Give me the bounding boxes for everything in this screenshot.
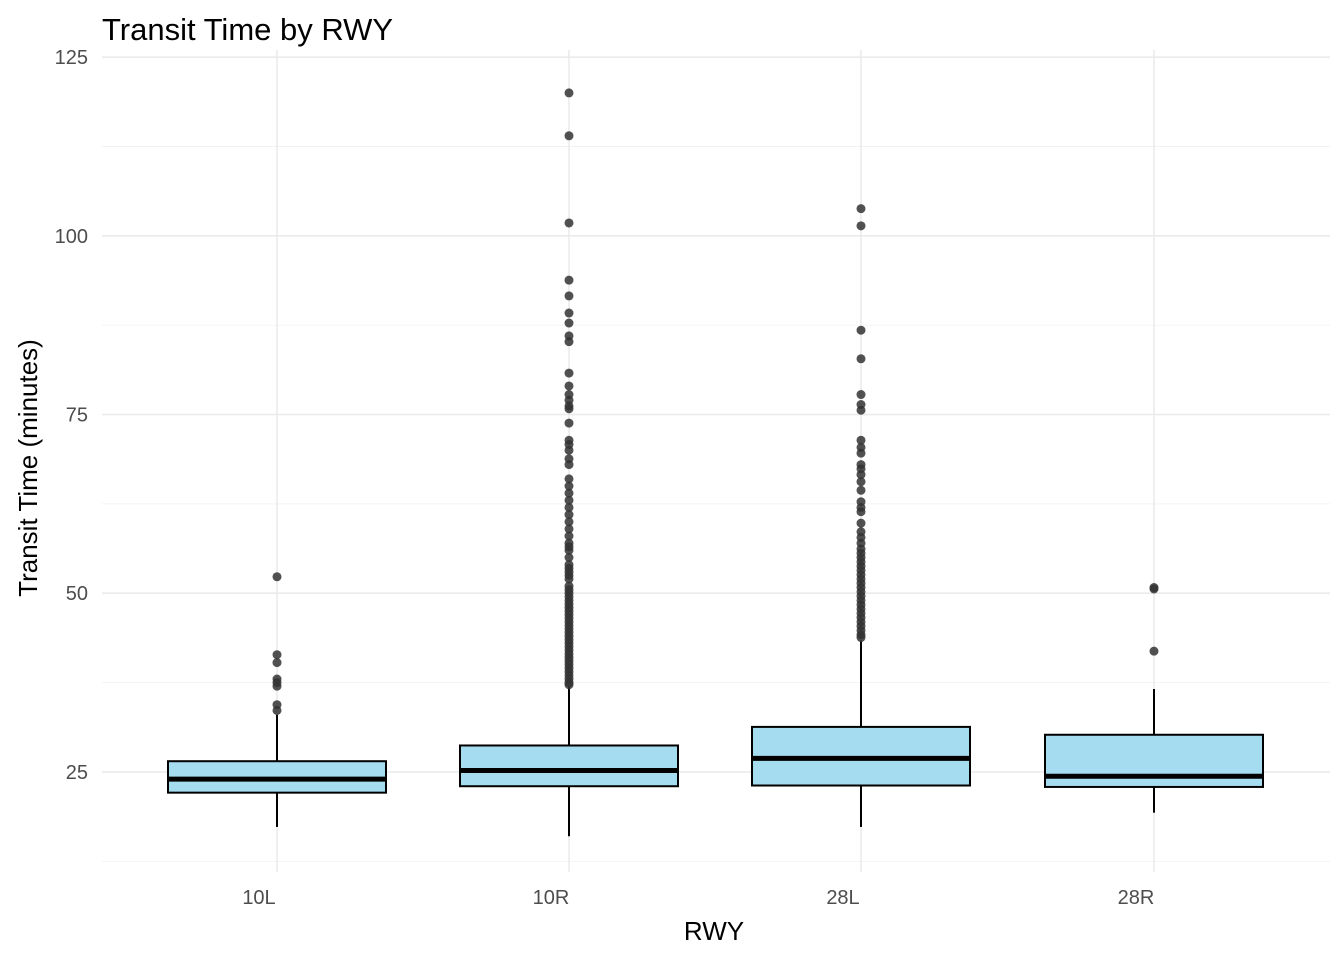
box-10R [459,686,679,837]
x-tick-label: 10R [533,887,570,909]
outlier-point [564,495,574,505]
minor-gridlines [102,146,1330,862]
outlier-point [564,517,574,527]
outlier-point [1149,646,1159,656]
outlier-point [564,531,574,541]
y-tick-label: 125 [55,47,88,69]
box-28R [1044,689,1264,813]
outlier-point [272,572,282,582]
outlier-point [272,681,282,691]
outlier-point [856,204,866,214]
outlier-point [564,510,574,520]
outlier-point [564,291,574,301]
outlier-point [564,502,574,512]
x-axis-label: RWY [684,916,744,946]
x-tick-label: 10L [242,887,275,909]
outlier-points [272,88,1159,715]
outlier-point [856,477,866,487]
iqr-box [1044,733,1264,788]
outlier-point [1149,584,1159,594]
y-tick-label: 50 [66,583,88,605]
outlier-point [564,574,574,584]
outlier-point [564,680,574,690]
x-tick-label: 28R [1118,887,1155,909]
x-tick-label: 28L [826,887,859,909]
outlier-point [856,633,866,643]
outlier-point [564,474,574,484]
y-tick-label: 25 [66,762,88,784]
y-axis-label: Transit Time (minutes) [13,339,43,597]
box-28L [751,640,971,827]
outlier-point [564,308,574,318]
outlier-point [856,325,866,335]
outlier-point [564,381,574,391]
outlier-point [564,318,574,328]
outlier-point [564,488,574,498]
outlier-point [564,404,574,414]
y-tick-label: 100 [55,226,88,248]
outlier-point [856,507,866,517]
outlier-point [856,470,866,480]
iqr-box [459,744,679,788]
outlier-point [564,552,574,562]
outlier-point [564,445,574,455]
outlier-point [564,88,574,98]
outlier-point [564,275,574,285]
outlier-point [856,390,866,400]
outlier-point [564,131,574,141]
outlier-point [564,418,574,428]
outlier-point [564,218,574,228]
chart-title: Transit Time by RWY [102,12,393,47]
outlier-point [856,405,866,415]
outlier-point [564,481,574,491]
outlier-point [272,658,282,668]
box-10L [167,714,387,827]
y-tick-label: 75 [66,405,88,427]
x-axis-ticks: 10L 10R 28L 28R [242,887,1154,909]
outlier-point [272,705,282,715]
outlier-point [564,460,574,470]
outlier-point [856,485,866,495]
outlier-point [564,368,574,378]
outlier-point [856,518,866,528]
outlier-point [856,435,866,445]
outlier-point [564,337,574,347]
outlier-point [272,650,282,660]
outlier-point [856,221,866,231]
y-axis-ticks: 25 50 75 100 125 [55,47,88,784]
box-series [167,640,1264,837]
outlier-point [856,354,866,364]
outlier-point [564,545,574,555]
outlier-point [564,524,574,534]
outlier-point [856,448,866,458]
